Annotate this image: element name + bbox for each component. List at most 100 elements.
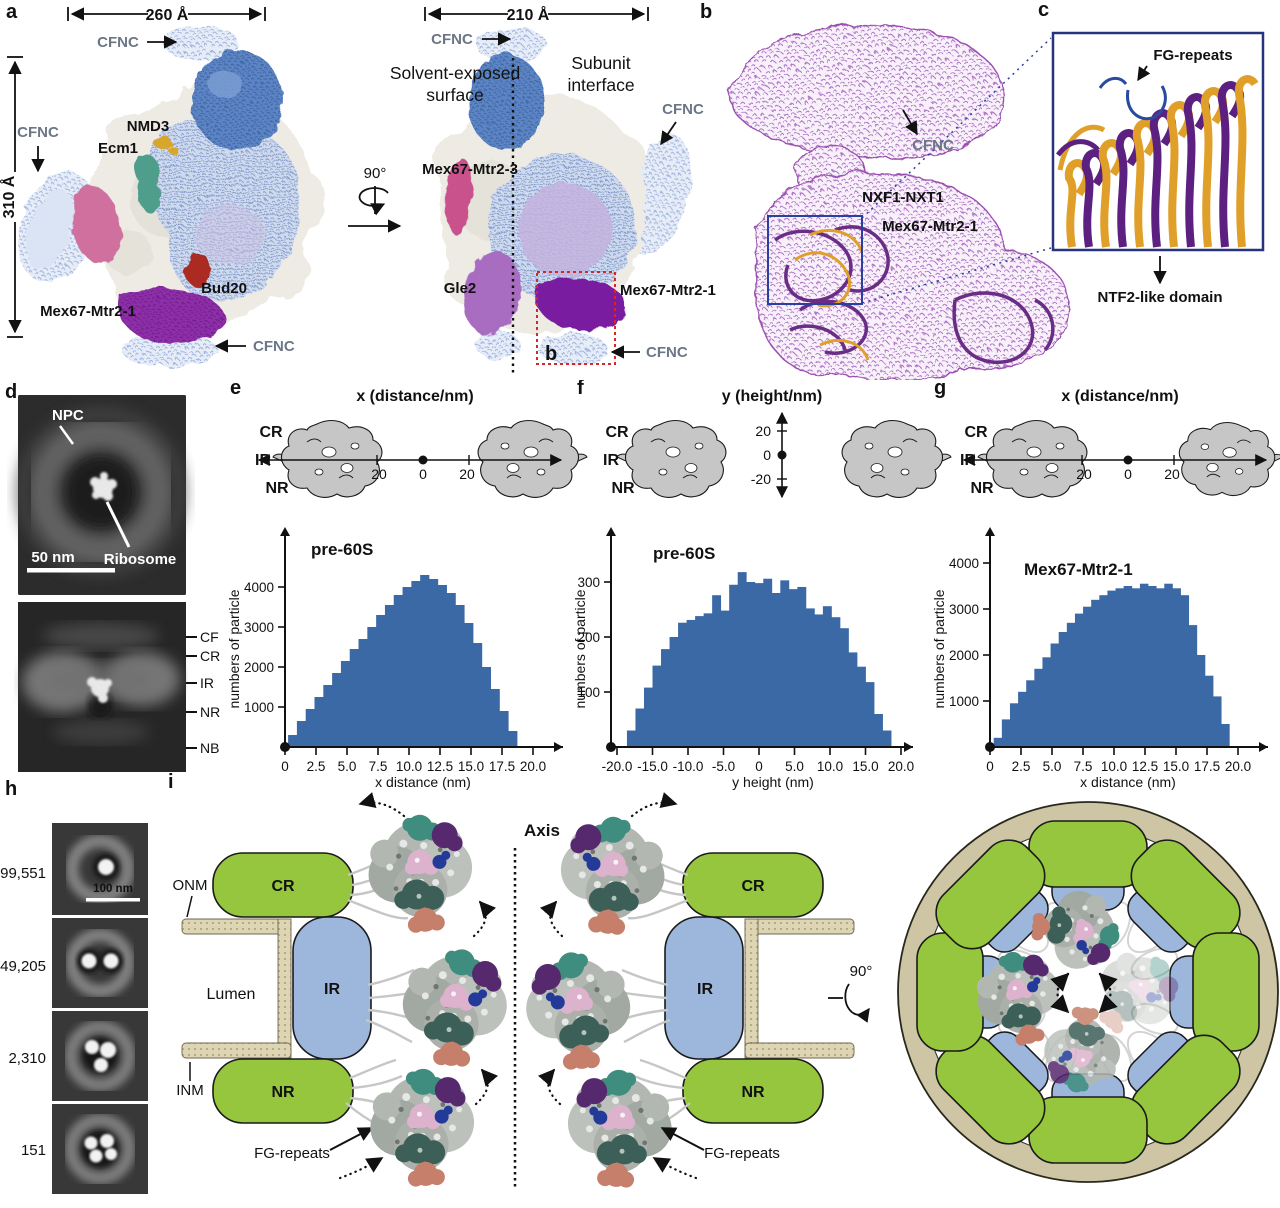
bar: [305, 709, 315, 747]
fg-repeats-curve: [1098, 77, 1167, 121]
bar: [848, 652, 858, 747]
npc-unit-right: [522, 803, 855, 1191]
bar: [1107, 590, 1116, 747]
cr-ring-segments: [916, 820, 1260, 1164]
bar: [797, 586, 807, 747]
panel-f-header: y (height/nm) 20 0 -20 CR IR NR: [603, 388, 952, 499]
region-label-nr: NR: [200, 704, 220, 720]
bar: [402, 587, 412, 747]
svg-text:5.0: 5.0: [338, 759, 357, 774]
ir-label-left: IR: [324, 981, 340, 998]
class-count-3: 2,310: [8, 1050, 46, 1067]
bar: [882, 730, 892, 747]
dim-310: 310 Å: [0, 175, 18, 218]
rrna-mesh: [149, 120, 300, 301]
bar: [455, 605, 465, 747]
scalebar-50nm-label: 50 nm: [31, 549, 74, 566]
fg-repeats-label-right: FG-repeats: [704, 1145, 780, 1162]
svg-text:0: 0: [755, 759, 763, 774]
bar: [446, 593, 456, 747]
svg-text:-20.0: -20.0: [602, 759, 633, 774]
npc-label: NPC: [52, 407, 84, 424]
bar: [376, 615, 386, 747]
onm-label: ONM: [173, 877, 208, 894]
fg-repeats-label-c: FG-repeats: [1153, 47, 1232, 64]
svg-text:2000: 2000: [244, 660, 274, 675]
bar: [1131, 588, 1141, 747]
rotation-90-panel-a: 90°: [348, 165, 402, 233]
bar: [393, 595, 403, 747]
bar: [1042, 657, 1051, 747]
class-average-1: 100 nm: [52, 823, 148, 915]
svg-text:12.5: 12.5: [1132, 759, 1158, 774]
bar: [865, 682, 875, 747]
panel-label-c: c: [1038, 0, 1049, 21]
bar: [1050, 643, 1060, 747]
g-axis-title: x (distance/nm): [1061, 388, 1178, 405]
panel-i: i Axis CR IR NR ONM INM Lumen FG-repeats…: [168, 771, 1279, 1191]
chart-title: Mex67-Mtr2-1: [1024, 560, 1133, 579]
mex67-density-right: [533, 278, 627, 331]
region-label-nb: NB: [200, 740, 219, 756]
svg-text:3000: 3000: [949, 602, 979, 617]
bar: [839, 628, 849, 747]
y-axis-label: numbers of particle: [931, 589, 947, 708]
ntf2-ribbons: [1055, 75, 1259, 248]
svg-text:20: 20: [1164, 466, 1180, 482]
inset-b-box: [536, 271, 616, 365]
scalebar-100nm: [86, 898, 140, 902]
scalebar-100nm-label: 100 nm: [93, 883, 133, 895]
svg-text:17.5: 17.5: [489, 759, 515, 774]
panel-label-g: g: [934, 380, 946, 399]
inset-c: FG-repeats: [1051, 31, 1265, 252]
bar: [314, 697, 324, 747]
svg-text:90°: 90°: [850, 963, 873, 980]
bar: [1204, 675, 1214, 747]
panel-label-h: h: [5, 778, 17, 800]
region-label-cf: CF: [200, 629, 219, 645]
cfnc-label-left: CFNC: [17, 124, 59, 141]
f-cr-label: CR: [605, 424, 629, 441]
inset-connector-bottom: [861, 247, 1052, 304]
ecm1-label: Ecm1: [98, 140, 138, 157]
bar: [340, 661, 351, 747]
bar: [805, 608, 815, 747]
histogram-pre60s-y: 100 200 300 -20.0 -15.0 -10.0 -5.0 0 5.0 10.0 15.0…: [572, 527, 914, 790]
rotation-90-panel-i: 90°: [828, 963, 873, 1023]
svg-text:100: 100: [577, 685, 600, 700]
bar: [1188, 625, 1198, 747]
bar: [771, 593, 781, 747]
axis-label: Axis: [524, 821, 560, 840]
svg-text:20: 20: [459, 466, 475, 482]
mex67-mtr2-1-label-left: Mex67-Mtr2-1: [40, 303, 136, 320]
bar: [1115, 588, 1125, 747]
bar: [1018, 691, 1027, 747]
bar: [1058, 632, 1068, 747]
class-count-1: 99,551: [0, 865, 46, 882]
bar: [788, 589, 798, 747]
mesh-structure-b: [729, 24, 1070, 380]
bar: [746, 582, 756, 747]
bar: [661, 649, 670, 747]
svg-text:2000: 2000: [949, 648, 979, 663]
scalebar-50nm: [27, 568, 115, 573]
svg-text:5.0: 5.0: [785, 759, 804, 774]
bar: [822, 606, 832, 747]
npc-leader: [58, 425, 75, 445]
bar: [358, 639, 368, 747]
cfnc-label-top-right: CFNC: [431, 31, 473, 48]
bar: [367, 627, 377, 747]
panel-g-header: x (distance/nm) 20 0 20 CR IR NR: [960, 388, 1280, 498]
bar: [1009, 703, 1019, 747]
dim-210: 210 Å: [507, 5, 550, 24]
svg-text:-5.0: -5.0: [712, 759, 735, 774]
svg-text:4000: 4000: [244, 580, 274, 595]
bar: [1139, 583, 1149, 747]
lumen-label: Lumen: [207, 986, 256, 1003]
bar: [490, 689, 500, 747]
bar: [737, 572, 747, 747]
bar: [428, 579, 439, 747]
region-label-ir: IR: [200, 675, 214, 691]
bar: [1099, 595, 1108, 747]
f-axis-title: y (height/nm): [722, 388, 822, 405]
